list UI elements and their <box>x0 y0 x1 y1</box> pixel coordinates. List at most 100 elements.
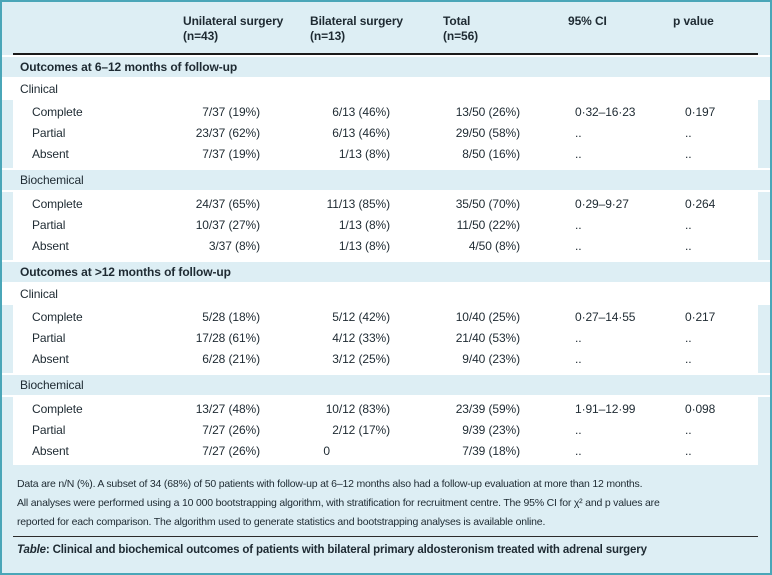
cell-total: 4/50 (8%) <box>468 239 520 253</box>
group-header: Biochemical <box>2 168 770 192</box>
cell-pvalue: .. <box>685 423 692 437</box>
section-header: Outcomes at >12 months of follow-up <box>2 260 770 284</box>
row-label: Absent <box>32 239 69 253</box>
section-header: Outcomes at 6–12 months of follow-up <box>2 55 770 79</box>
row-label: Partial <box>32 126 66 140</box>
column-header-label: Total <box>443 14 471 28</box>
cell-unilateral: 7/37 (19%) <box>202 105 260 119</box>
table-row: Absent 7/27 (26%) 0 7/39 (18%).... <box>13 441 758 462</box>
table-row: Complete 24/37 (65%) 11/13 (85%) 35/50 (70%… <box>13 194 758 215</box>
cell-ci: .. <box>575 423 582 437</box>
group-header: Clinical <box>2 284 770 305</box>
row-label: Absent <box>32 147 69 161</box>
column-header-label: 95% CI <box>568 14 607 28</box>
row-label: Complete <box>32 105 83 119</box>
cell-total: 8/50 (16%) <box>462 147 520 161</box>
table-row: Complete 7/37 (19%) 6/13 (46%) 13/50 (26%) 0… <box>13 102 758 123</box>
footnote-line: Data are n/N (%). A subset of 34 (68%) o… <box>17 478 643 490</box>
row-label: Partial <box>32 218 66 232</box>
cell-ci: 0·32–16·23 <box>575 105 636 119</box>
cell-total: 11/50 (22%) <box>456 218 520 232</box>
cell-ci: .. <box>575 331 582 345</box>
cell-unilateral: 24/37 (65%) <box>195 197 260 211</box>
column-header-unilateral: Unilateral surgery (n=43) <box>183 14 310 44</box>
table-row: Absent 3/37 (8%) 1/13 (8%) 4/50 (8%).... <box>13 236 758 257</box>
cell-pvalue: 0·217 <box>685 310 716 324</box>
column-header-sub: (n=43) <box>183 29 219 43</box>
cell-bilateral: 0 <box>323 444 330 458</box>
cell-unilateral: 5/28 (18%) <box>202 310 260 324</box>
cell-ci: 0·27–14·55 <box>575 310 636 324</box>
cell-pvalue: .. <box>685 126 692 140</box>
group-header: Clinical <box>2 79 770 100</box>
table-body: Outcomes at 6–12 months of follow-up Clin… <box>2 55 770 465</box>
cell-unilateral: 3/37 (8%) <box>208 239 260 253</box>
data-block: Complete 24/37 (65%) 11/13 (85%) 35/50 (70%… <box>13 192 758 260</box>
cell-pvalue: .. <box>685 239 692 253</box>
column-header-label: Unilateral surgery <box>183 14 284 28</box>
cell-pvalue: 0·098 <box>685 402 716 416</box>
caption-text: : Clinical and biochemical outcomes of p… <box>45 544 647 556</box>
column-header-total: Total (n=56) <box>443 14 568 44</box>
cell-total: 23/39 (59%) <box>455 402 520 416</box>
row-label: Absent <box>32 352 69 366</box>
footnote-line: All analyses were performed using a 10 0… <box>17 497 660 509</box>
column-header-label: p value <box>673 14 714 28</box>
table-row: Absent 6/28 (21%) 3/12 (25%) 9/40 (23%).... <box>13 349 758 370</box>
cell-unilateral: 10/37 (27%) <box>195 218 260 232</box>
cell-pvalue: .. <box>685 444 692 458</box>
row-label: Absent <box>32 444 69 458</box>
column-header-rowlabel <box>13 14 183 44</box>
cell-bilateral: 2/12 (17%) <box>332 423 390 437</box>
cell-bilateral: 10/12 (83%) <box>325 402 390 416</box>
cell-pvalue: .. <box>685 331 692 345</box>
cell-bilateral: 6/13 (46%) <box>332 126 390 140</box>
table-caption: Table: Clinical and biochemical outcomes… <box>2 537 770 556</box>
cell-bilateral: 5/12 (42%) <box>332 310 390 324</box>
table-header-row: Unilateral surgery (n=43) Bilateral surg… <box>13 2 758 55</box>
cell-ci: .. <box>575 126 582 140</box>
cell-unilateral: 7/37 (19%) <box>202 147 260 161</box>
cell-unilateral: 6/28 (21%) <box>202 352 260 366</box>
cell-ci: .. <box>575 218 582 232</box>
row-label: Complete <box>32 402 83 416</box>
cell-unilateral: 17/28 (61%) <box>195 331 260 345</box>
column-header-bilateral: Bilateral surgery (n=13) <box>310 14 443 44</box>
column-header-ci: 95% CI <box>568 14 673 44</box>
cell-total: 35/50 (70%) <box>455 197 520 211</box>
cell-ci: .. <box>575 147 582 161</box>
cell-total: 9/40 (23%) <box>462 352 520 366</box>
table-row: Absent 7/37 (19%) 1/13 (8%) 8/50 (16%).... <box>13 144 758 165</box>
column-header-label: Bilateral surgery <box>310 14 404 28</box>
cell-total: 10/40 (25%) <box>455 310 520 324</box>
table-row: Partial 10/37 (27%) 1/13 (8%) 11/50 (22%)..… <box>13 215 758 236</box>
cell-unilateral: 23/37 (62%) <box>195 126 260 140</box>
cell-ci: .. <box>575 444 582 458</box>
cell-ci: 1·91–12·99 <box>575 402 636 416</box>
table-row: Partial 23/37 (62%) 6/13 (46%) 29/50 (58%).… <box>13 123 758 144</box>
cell-ci: 0·29–9·27 <box>575 197 629 211</box>
column-header-sub: (n=56) <box>443 29 479 43</box>
cell-bilateral: 4/12 (33%) <box>332 331 390 345</box>
data-block: Complete 7/37 (19%) 6/13 (46%) 13/50 (26%) 0… <box>13 100 758 168</box>
cell-bilateral: 1/13 (8%) <box>338 218 390 232</box>
column-header-pvalue: p value <box>673 14 758 44</box>
cell-bilateral: 1/13 (8%) <box>338 239 390 253</box>
table-row: Partial 7/27 (26%) 2/12 (17%) 9/39 (23%)...… <box>13 420 758 441</box>
table-row: Complete 5/28 (18%) 5/12 (42%) 10/40 (25%) 0… <box>13 307 758 328</box>
cell-total: 21/40 (53%) <box>455 331 520 345</box>
cell-unilateral: 7/27 (26%) <box>202 444 260 458</box>
data-block: Complete 13/27 (48%) 10/12 (83%) 23/39 (59%… <box>13 397 758 465</box>
footnote-line: reported for each comparison. The algori… <box>17 516 546 528</box>
cell-pvalue: .. <box>685 147 692 161</box>
row-label: Partial <box>32 423 66 437</box>
cell-ci: .. <box>575 352 582 366</box>
cell-pvalue: 0·197 <box>685 105 716 119</box>
cell-total: 29/50 (58%) <box>455 126 520 140</box>
cell-pvalue: .. <box>685 352 692 366</box>
cell-bilateral: 6/13 (46%) <box>332 105 390 119</box>
cell-bilateral: 3/12 (25%) <box>332 352 390 366</box>
cell-unilateral: 13/27 (48%) <box>195 402 260 416</box>
cell-total: 9/39 (23%) <box>462 423 520 437</box>
